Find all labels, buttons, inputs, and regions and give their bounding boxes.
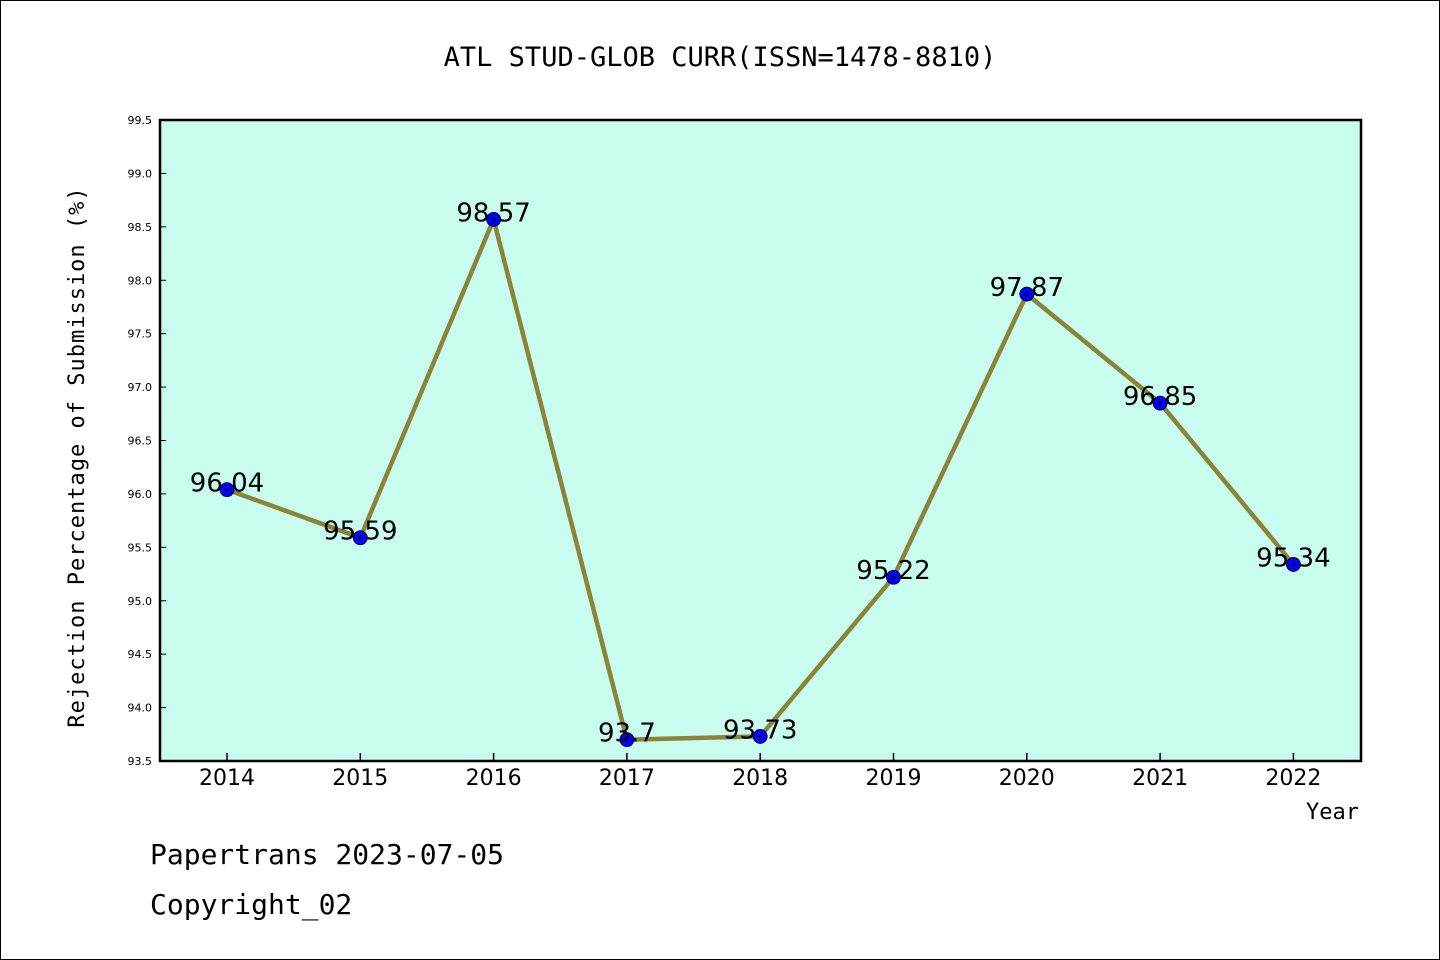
data-point: [1019, 286, 1035, 302]
data-label: 96.85: [1123, 382, 1197, 412]
x-tick-label: 2017: [599, 766, 655, 791]
data-point: [1286, 557, 1301, 572]
x-tick-label: 2019: [866, 766, 922, 791]
y-tick-label: 95.0: [128, 595, 153, 608]
y-tick-label: 94.0: [128, 702, 153, 715]
plot-border: [158, 118, 1363, 763]
x-tick-label: 2021: [1132, 766, 1188, 791]
data-point: [486, 211, 502, 227]
x-tick-label: 2018: [732, 766, 788, 791]
x-tick-label: 2014: [199, 766, 255, 791]
data-label: 96.04: [190, 469, 264, 499]
y-tick-label: 93.5: [128, 755, 153, 768]
data-point: [752, 729, 768, 744]
y-tick-label: 99.0: [128, 167, 153, 180]
y-axis: 93.5 94.0 94.5 95.0 95.5 96.0 96.5 97.0 97.5 98.0…: [128, 114, 166, 768]
data-label: 95.59: [323, 517, 397, 547]
y-tick-label: 97.0: [128, 381, 153, 394]
data-label: 93.73: [723, 715, 797, 745]
plot-area: [160, 120, 1361, 761]
data-label: 95.22: [856, 556, 930, 586]
data-point: [886, 569, 901, 585]
x-tick-label: 2015: [332, 766, 388, 791]
y-tick-label: 99.5: [128, 114, 153, 127]
x-tick-label: 2016: [466, 766, 522, 791]
footer-source: Papertrans 2023-07-05: [150, 838, 504, 871]
x-tick-label: 2022: [1265, 766, 1321, 791]
y-tick-label: 95.5: [128, 541, 153, 554]
x-axis: 2014 2015 2016 2017 2018 2019 2020 2021 2022: [199, 753, 1321, 791]
y-tick-label: 96.0: [128, 488, 153, 501]
footer-copyright: Copyright_02: [150, 888, 352, 922]
data-label: 98.57: [456, 198, 530, 228]
data-point: [619, 732, 635, 748]
data-label: 97.87: [990, 273, 1064, 303]
y-tick-label: 98.0: [128, 274, 153, 287]
chart-title: ATL STUD-GLOB CURR(ISSN=1478-8810): [444, 42, 997, 73]
data-label: 95.34: [1256, 543, 1330, 573]
data-point: [1152, 395, 1168, 411]
y-tick-label: 98.5: [128, 221, 153, 234]
data-label-group: 96.04 95.59 98.57 93.7 93.73 95.22 97.87 96.85 9…: [190, 198, 1331, 748]
series-line-group: [219, 211, 1301, 748]
y-tick-label: 94.5: [128, 648, 153, 661]
y-tick-label: 96.5: [128, 435, 153, 448]
y-tick-label: 97.5: [128, 328, 153, 341]
data-point: [219, 482, 235, 498]
data-point: [352, 530, 368, 546]
y-axis-label: Rejection Percentage of Submission (%): [65, 186, 90, 727]
x-axis-label: Year: [1306, 800, 1359, 825]
data-label: 93.7: [598, 719, 656, 749]
x-tick-label: 2020: [999, 766, 1055, 791]
